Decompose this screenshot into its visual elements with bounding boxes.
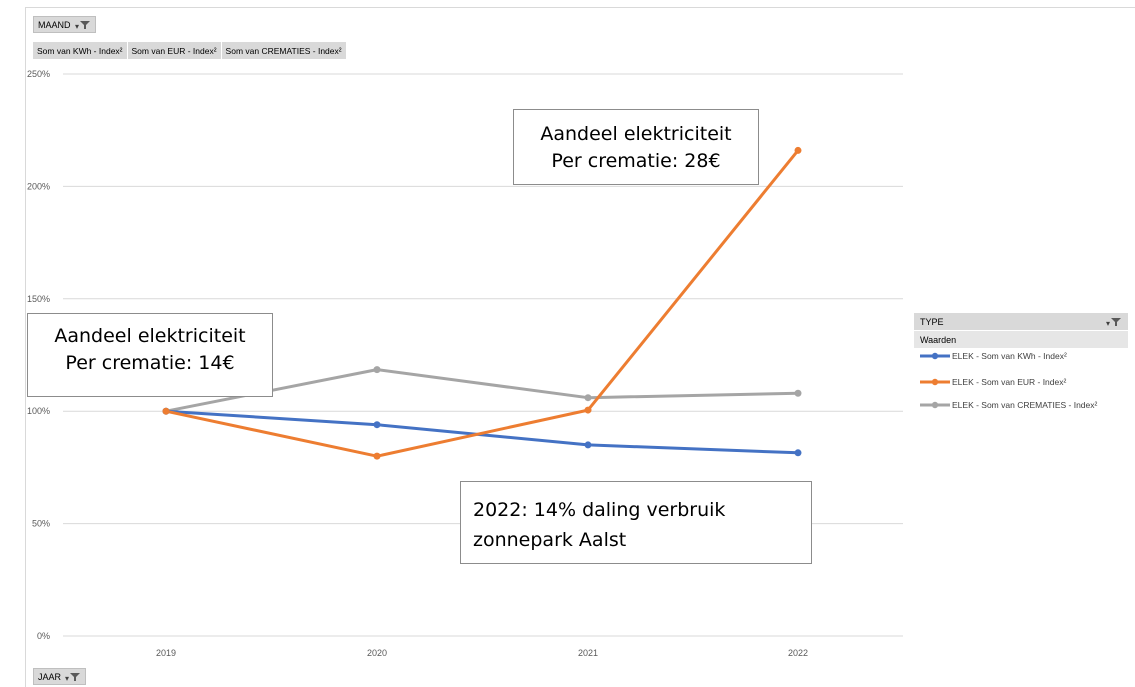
- jaar-filter-label: JAAR: [38, 671, 62, 682]
- data-point: [794, 146, 802, 154]
- series-lines: [165, 149, 800, 458]
- legend-eur-marker: [920, 378, 950, 386]
- series-line: [165, 409, 799, 455]
- data-point: [794, 389, 802, 397]
- y-axis-ticks: 0% 50% 100% 150% 200% 250%: [27, 69, 50, 641]
- legend-label: ELEK - Som van EUR - Index²: [952, 377, 1067, 387]
- maand-filter-label: MAAND: [38, 19, 71, 30]
- x-tick-label: 2021: [578, 648, 598, 658]
- annotation-line: 2022: 14% daling verbruik: [473, 499, 726, 521]
- x-tick-label: 2020: [367, 648, 387, 658]
- value-field-kwh[interactable]: Som van KWh - Index²: [33, 42, 128, 59]
- data-point: [162, 407, 170, 415]
- annotation-line: Aandeel elektriciteit: [54, 325, 246, 347]
- data-point: [584, 394, 592, 402]
- value-field-crematies[interactable]: Som van CREMATIES - Index²: [221, 42, 347, 59]
- filter-icon: ▾: [65, 672, 81, 682]
- svg-text:▾: ▾: [65, 674, 69, 682]
- y-tick-label: 250%: [27, 69, 50, 79]
- series-line: [165, 149, 800, 458]
- chart-frame: [25, 7, 1135, 687]
- type-filter-button[interactable]: TYPE ▾: [914, 313, 1128, 330]
- data-point: [584, 406, 592, 414]
- legend-values-header: Waarden: [914, 331, 1128, 348]
- x-axis-ticks: 2019 2020 2021 2022: [156, 648, 808, 658]
- y-tick-label: 50%: [32, 519, 50, 529]
- jaar-filter-button[interactable]: JAAR ▾: [33, 668, 87, 685]
- legend-label: ELEK - Som van CREMATIES - Index²: [952, 400, 1098, 410]
- y-tick-label: 200%: [27, 181, 50, 191]
- value-fields-bar: Som van KWh - Index² Som van EUR - Index…: [33, 42, 347, 59]
- data-point: [373, 366, 381, 374]
- y-tick-label: 100%: [27, 406, 50, 416]
- data-point: [584, 441, 592, 449]
- x-tick-label: 2019: [156, 648, 176, 658]
- legend-kwh-marker: [920, 352, 950, 360]
- annotation-line: Per crematie: 28€: [551, 150, 721, 172]
- y-tick-label: 150%: [27, 294, 50, 304]
- legend-item-eur[interactable]: ELEK - Som van EUR - Index²: [920, 377, 1066, 387]
- annotation-line: Aandeel elektriciteit: [540, 123, 732, 145]
- x-tick-label: 2022: [788, 648, 808, 658]
- waarden-label: Waarden: [920, 334, 957, 345]
- legend-item-kwh[interactable]: ELEK - Som van KWh - Index²: [920, 351, 1067, 361]
- svg-text:▾: ▾: [75, 22, 79, 30]
- maand-filter-button[interactable]: MAAND ▾: [33, 16, 96, 33]
- annotation-line: zonnepark Aalst: [473, 529, 627, 551]
- filter-icon: ▾: [1106, 317, 1122, 327]
- legend-item-crematies[interactable]: ELEK - Som van CREMATIES - Index²: [920, 400, 1097, 410]
- series-points: [162, 146, 802, 460]
- type-filter-label: TYPE: [920, 316, 944, 327]
- annotation-line: Per crematie: 14€: [65, 352, 235, 374]
- data-point: [373, 421, 381, 429]
- annotation-box-top-right: Aandeel elektriciteit Per crematie: 28€: [513, 109, 759, 185]
- value-field-eur[interactable]: Som van EUR - Index²: [127, 42, 222, 59]
- legend-crematies-marker: [920, 401, 950, 409]
- svg-text:▾: ▾: [1106, 319, 1110, 327]
- data-point: [373, 452, 381, 460]
- annotation-box-bottom: 2022: 14% daling verbruik zonnepark Aals…: [460, 481, 812, 564]
- legend-label: ELEK - Som van KWh - Index²: [952, 351, 1067, 361]
- filter-icon: ▾: [75, 20, 91, 30]
- annotation-box-left: Aandeel elektriciteit Per crematie: 14€: [27, 313, 273, 397]
- y-tick-label: 0%: [37, 631, 50, 641]
- data-point: [794, 449, 802, 457]
